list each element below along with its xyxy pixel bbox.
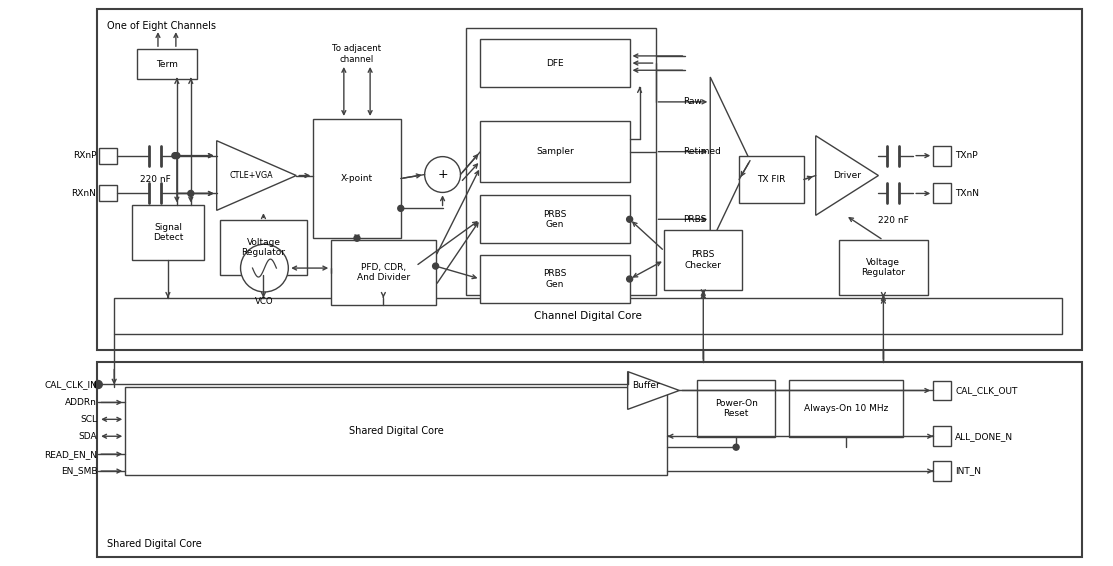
Text: Channel Digital Core: Channel Digital Core [534,311,642,321]
Circle shape [433,263,439,269]
Polygon shape [217,141,296,211]
Bar [99,186,117,201]
Bar [97,10,1083,350]
Bar [331,240,435,305]
Text: READ_EN_N: READ_EN_N [45,449,97,458]
Text: CTLE+VGA: CTLE+VGA [229,171,274,180]
Text: ALL_DONE_N: ALL_DONE_N [955,432,1013,441]
Bar [789,380,904,438]
Text: PRBS: PRBS [683,215,707,224]
Bar [115,298,1062,334]
Text: Power-On
Reset: Power-On Reset [715,398,758,418]
Text: RXnP: RXnP [72,151,96,160]
Bar [466,28,656,295]
Polygon shape [628,371,679,409]
Bar [933,183,951,203]
Bar [481,255,630,303]
Bar [125,388,668,475]
Bar [313,119,401,238]
Text: X-point: X-point [341,174,373,183]
Text: CAL_CLK_IN: CAL_CLK_IN [45,380,97,389]
Circle shape [733,444,739,450]
Text: PRBS
Gen: PRBS Gen [543,209,567,229]
Text: RXnN: RXnN [71,189,96,198]
Text: Always-On 10 MHz: Always-On 10 MHz [804,404,888,413]
Bar [933,426,951,446]
Text: DFE: DFE [546,59,564,67]
Circle shape [188,190,194,196]
Text: 220 nF: 220 nF [878,216,908,225]
Text: PRBS
Checker: PRBS Checker [684,250,721,270]
Bar [739,156,804,203]
Circle shape [354,235,359,241]
Bar [838,240,928,295]
Text: Term: Term [156,59,178,68]
Circle shape [627,276,632,282]
Text: EN_SMB: EN_SMB [61,466,97,475]
Text: Voltage
Regulator: Voltage Regulator [242,238,285,258]
Polygon shape [816,136,878,215]
Bar [698,380,775,438]
Bar [933,461,951,481]
Text: Shared Digital Core: Shared Digital Core [348,426,444,436]
Text: TXnN: TXnN [955,189,979,198]
Circle shape [171,153,178,158]
Text: SDA: SDA [79,432,97,441]
Polygon shape [710,77,750,244]
Bar [132,205,204,260]
Circle shape [240,244,288,292]
Text: +: + [437,168,447,181]
Text: Signal
Detect: Signal Detect [152,223,184,242]
Circle shape [95,380,102,388]
Text: Buffer: Buffer [632,381,659,390]
Text: To adjacent
channel: To adjacent channel [333,44,382,64]
Circle shape [174,153,180,158]
Text: PFD, CDR,
And Divider: PFD, CDR, And Divider [357,263,410,282]
Bar [99,148,117,164]
Bar [481,121,630,182]
Text: CAL_CLK_OUT: CAL_CLK_OUT [955,386,1017,395]
Bar [933,380,951,400]
Circle shape [425,157,461,192]
Text: Retimed: Retimed [683,147,721,156]
Text: SCL: SCL [80,415,97,424]
Text: VCO: VCO [255,297,274,306]
Bar [481,39,630,87]
Text: PRBS
Gen: PRBS Gen [543,269,567,289]
Bar [97,362,1083,556]
Text: INT_N: INT_N [955,466,981,475]
Text: Shared Digital Core: Shared Digital Core [107,539,201,548]
Circle shape [397,205,404,211]
Bar [137,49,197,79]
Text: One of Eight Channels: One of Eight Channels [107,22,216,31]
Text: Driver: Driver [833,171,861,180]
Text: Raw: Raw [683,97,702,106]
Text: ADDRn: ADDRn [66,398,97,407]
Bar [219,220,307,275]
Text: Sampler: Sampler [536,147,574,156]
Text: Voltage
Regulator: Voltage Regulator [861,258,905,277]
Bar [933,145,951,166]
Bar [481,195,630,243]
Text: 220 nF: 220 nF [139,175,170,184]
Bar [664,230,742,290]
Text: TX FIR: TX FIR [757,175,786,184]
Text: TXnP: TXnP [955,151,977,160]
Circle shape [627,216,632,222]
